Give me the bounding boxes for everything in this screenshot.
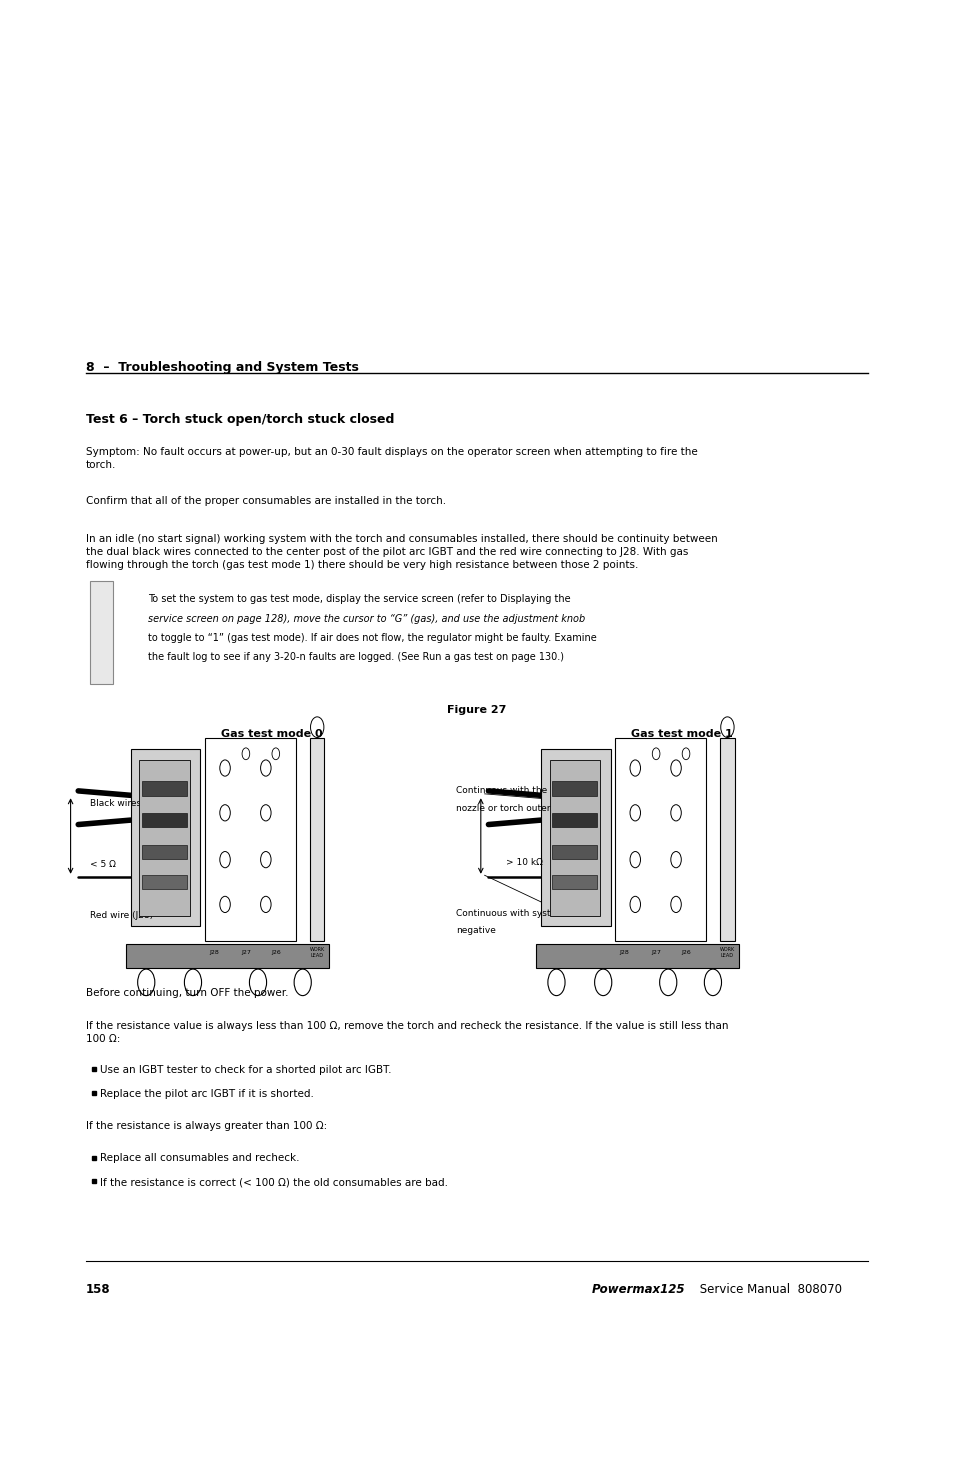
- Text: negative: negative: [456, 926, 496, 935]
- Text: J28: J28: [618, 950, 629, 954]
- Text: Replace the pilot arc IGBT if it is shorted.: Replace the pilot arc IGBT if it is shor…: [100, 1089, 314, 1099]
- Text: Symptom: No fault occurs at power-up, but an 0-30 fault displays on the operator: Symptom: No fault occurs at power-up, bu…: [86, 447, 697, 471]
- Text: J26: J26: [271, 950, 280, 954]
- Text: Test 6 – Torch stuck open/torch stuck closed: Test 6 – Torch stuck open/torch stuck cl…: [86, 413, 394, 426]
- Text: to toggle to “1” (gas test mode). If air does not flow, the regulator might be f: to toggle to “1” (gas test mode). If air…: [148, 633, 596, 643]
- Text: < 5 Ω: < 5 Ω: [90, 860, 115, 869]
- Text: Gas test mode 1: Gas test mode 1: [631, 729, 732, 739]
- Bar: [615, 738, 705, 941]
- Text: WORK
LEAD: WORK LEAD: [310, 947, 324, 957]
- Text: J27: J27: [651, 950, 660, 954]
- FancyBboxPatch shape: [90, 581, 112, 684]
- Bar: [720, 738, 734, 941]
- Bar: [131, 749, 200, 926]
- Text: WORK
LEAD: WORK LEAD: [720, 947, 734, 957]
- Text: Powermax125: Powermax125: [591, 1283, 684, 1297]
- Text: J28: J28: [209, 950, 219, 954]
- Text: nozzle or torch outer body: nozzle or torch outer body: [456, 804, 576, 813]
- Text: Before continuing, turn OFF the power.: Before continuing, turn OFF the power.: [86, 988, 288, 999]
- Text: Continuous with the: Continuous with the: [456, 786, 547, 795]
- Text: 158: 158: [86, 1283, 111, 1297]
- Text: Replace all consumables and recheck.: Replace all consumables and recheck.: [100, 1153, 299, 1164]
- Bar: [552, 845, 597, 860]
- Text: J27: J27: [241, 950, 251, 954]
- Text: If the resistance value is always less than 100 Ω, remove the torch and recheck : If the resistance value is always less t…: [86, 1021, 727, 1044]
- Bar: [310, 738, 324, 941]
- Text: To set the system to gas test mode, display the service screen (refer to Display: To set the system to gas test mode, disp…: [148, 594, 570, 605]
- Text: Service Manual  808070: Service Manual 808070: [696, 1283, 841, 1297]
- Text: If the resistance is correct (< 100 Ω) the old consumables are bad.: If the resistance is correct (< 100 Ω) t…: [100, 1177, 448, 1187]
- Bar: [536, 944, 739, 968]
- Bar: [552, 780, 597, 795]
- Text: > 10 kΩ: > 10 kΩ: [505, 858, 542, 867]
- Text: 8  –  Troubleshooting and System Tests: 8 – Troubleshooting and System Tests: [86, 361, 358, 375]
- Bar: [142, 845, 187, 860]
- Text: Black wires: Black wires: [90, 799, 141, 808]
- Bar: [126, 944, 329, 968]
- Text: Figure 27: Figure 27: [447, 705, 506, 715]
- Text: Use an IGBT tester to check for a shorted pilot arc IGBT.: Use an IGBT tester to check for a shorte…: [100, 1065, 392, 1075]
- Text: In an idle (no start signal) working system with the torch and consumables insta: In an idle (no start signal) working sys…: [86, 534, 717, 571]
- Text: Gas test mode 0: Gas test mode 0: [221, 729, 322, 739]
- Bar: [142, 875, 187, 889]
- Text: If the resistance is always greater than 100 Ω:: If the resistance is always greater than…: [86, 1121, 327, 1131]
- Text: Red wire (J28): Red wire (J28): [90, 912, 152, 920]
- Bar: [205, 738, 295, 941]
- Bar: [142, 813, 187, 827]
- Bar: [549, 760, 599, 916]
- Bar: [540, 749, 610, 926]
- Text: service screen on page 128), move the cursor to “G” (gas), and use the adjustmen: service screen on page 128), move the cu…: [148, 614, 584, 624]
- Bar: [139, 760, 190, 916]
- Bar: [552, 813, 597, 827]
- Bar: [142, 780, 187, 795]
- Text: Confirm that all of the proper consumables are installed in the torch.: Confirm that all of the proper consumabl…: [86, 496, 445, 506]
- Bar: [552, 875, 597, 889]
- Text: the fault log to see if any 3-20-n faults are logged. (See Run a gas test on pag: the fault log to see if any 3-20-n fault…: [148, 652, 563, 662]
- Text: J26: J26: [680, 950, 690, 954]
- Text: Continuous with system: Continuous with system: [456, 909, 564, 917]
